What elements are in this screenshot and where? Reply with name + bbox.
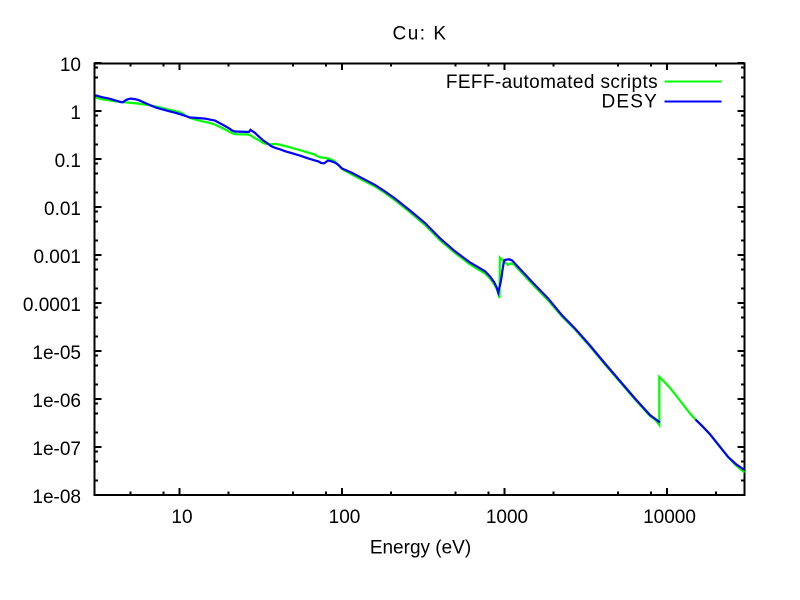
- svg-text:10000: 10000: [643, 507, 696, 528]
- svg-text:1e-07: 1e-07: [32, 439, 81, 460]
- svg-text:Energy (eV): Energy (eV): [370, 538, 471, 559]
- svg-text:0.0001: 0.0001: [23, 295, 81, 316]
- svg-text:0.001: 0.001: [33, 247, 81, 268]
- svg-text:1e-05: 1e-05: [32, 343, 81, 364]
- svg-text:10: 10: [171, 507, 192, 528]
- svg-text:Cu: K: Cu: K: [392, 24, 447, 45]
- svg-text:1000: 1000: [486, 507, 528, 528]
- svg-text:1e-08: 1e-08: [32, 487, 81, 508]
- svg-text:100: 100: [329, 507, 361, 528]
- svg-text:1e-06: 1e-06: [32, 391, 81, 412]
- svg-text:0.01: 0.01: [44, 199, 81, 220]
- svg-text:1: 1: [70, 103, 81, 124]
- svg-text:FEFF-automated scripts: FEFF-automated scripts: [446, 72, 658, 93]
- svg-text:10: 10: [60, 55, 81, 76]
- svg-text:DESY: DESY: [601, 92, 658, 113]
- svg-text:0.1: 0.1: [55, 151, 81, 172]
